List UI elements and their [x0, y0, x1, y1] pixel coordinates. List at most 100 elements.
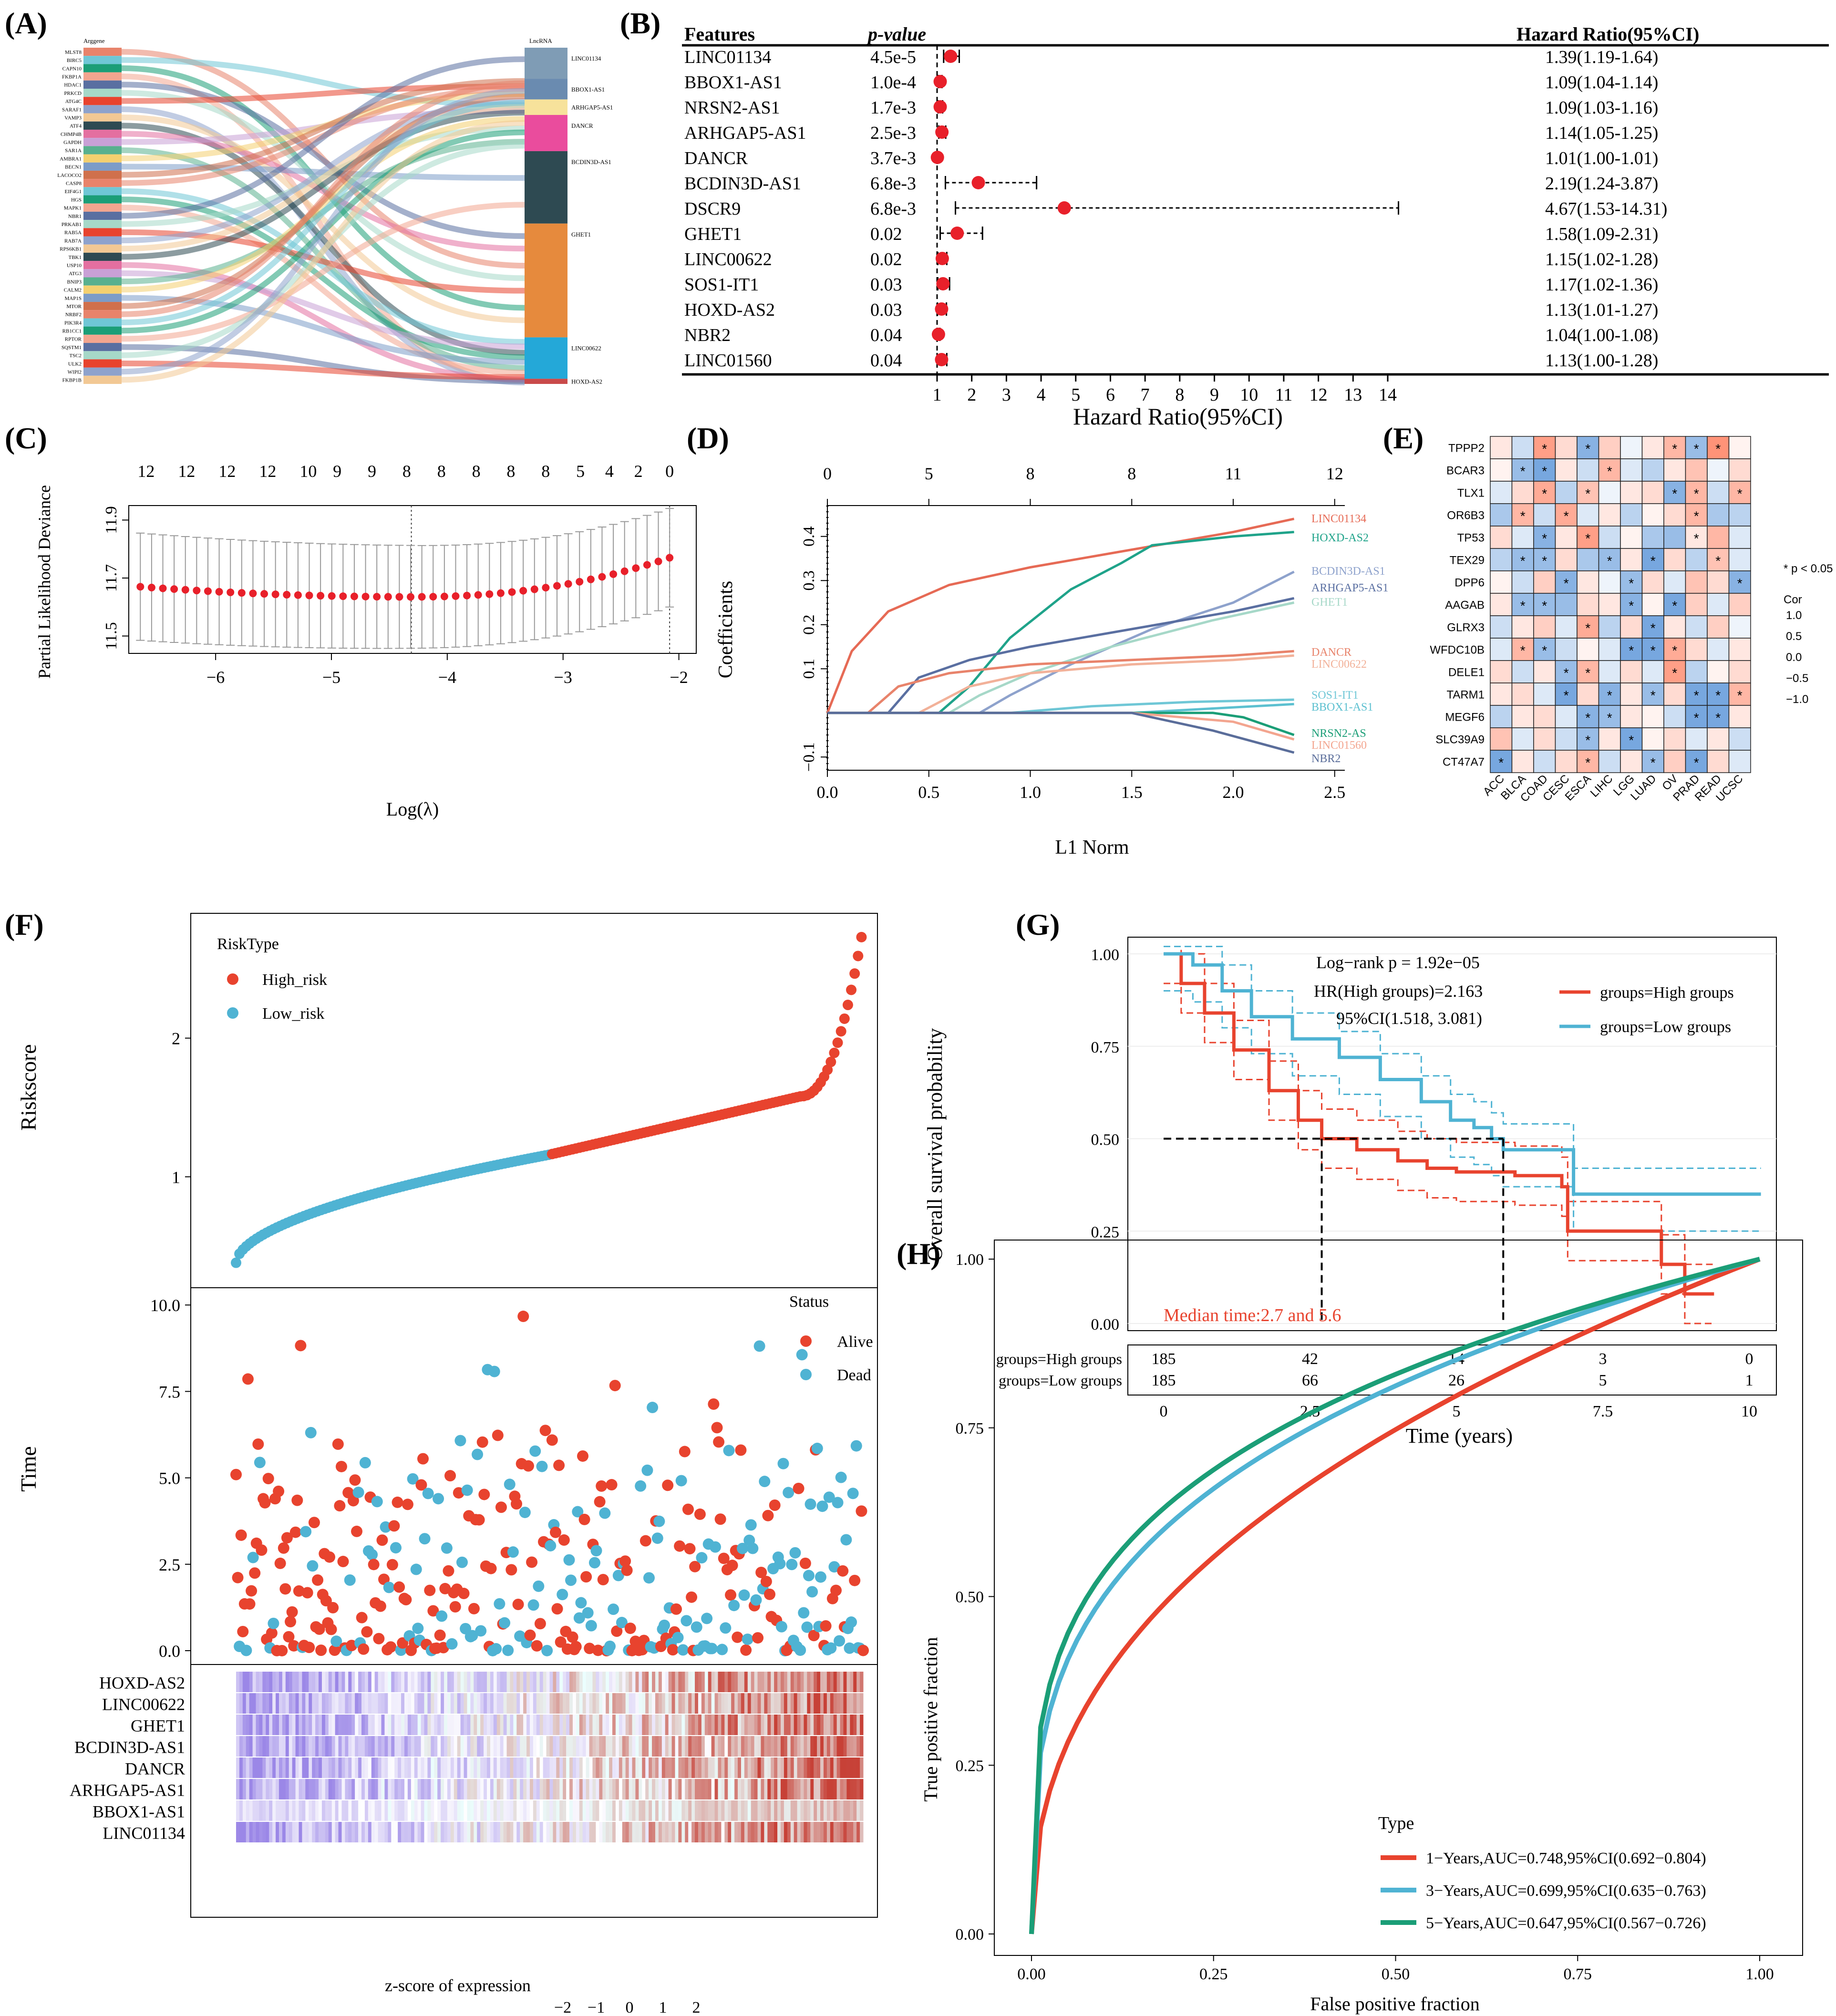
expr-heatmap-cell: [807, 1736, 811, 1757]
sankey-left-node: [83, 146, 122, 155]
expr-heatmap-cell: [520, 1822, 524, 1842]
expr-heatmap-cell: [259, 1672, 263, 1692]
heatmap-cell: [1511, 615, 1534, 639]
expr-heatmap-cell: [615, 1800, 619, 1821]
time-point: [373, 1633, 385, 1644]
time-point: [533, 1580, 545, 1592]
sankey-left-node: [83, 48, 122, 56]
time-point: [473, 1514, 485, 1526]
heatmap-cell: [1685, 682, 1708, 706]
expr-heatmap-gene-label: DANCR: [125, 1759, 185, 1778]
expr-heatmap-cell: [609, 1672, 613, 1692]
expr-heatmap-cell: [490, 1736, 494, 1757]
time-point: [847, 1488, 859, 1499]
expr-heatmap-cell: [856, 1822, 860, 1842]
expr-heatmap-cell: [566, 1693, 570, 1714]
expr-heatmap-cell: [328, 1672, 332, 1692]
expr-heatmap-cell: [658, 1736, 662, 1757]
sankey-left-node: [83, 343, 122, 352]
expr-heatmap-cell: [249, 1779, 253, 1799]
expr-heatmap-cell: [738, 1672, 742, 1692]
expr-heatmap-cell: [285, 1736, 289, 1757]
expr-heatmap-cell: [388, 1822, 392, 1842]
time-point: [545, 1540, 557, 1551]
expr-heatmap-cell: [299, 1672, 302, 1692]
expr-heatmap-cell: [256, 1779, 259, 1799]
expr-heatmap-cell: [520, 1715, 524, 1735]
expr-heatmap-cell: [345, 1822, 349, 1842]
expr-heatmap-cell: [437, 1822, 441, 1842]
expr-heatmap-cell: [269, 1800, 273, 1821]
expr-heatmap-cell: [718, 1715, 722, 1735]
time-point: [834, 1635, 846, 1647]
expr-heatmap-cell: [285, 1715, 289, 1735]
expr-heatmap-cell: [496, 1693, 501, 1714]
expr-heatmap-cell: [639, 1736, 642, 1757]
expr-heatmap-cell: [516, 1715, 520, 1735]
expr-heatmap-cell: [484, 1822, 487, 1842]
expr-heatmap-cell: [384, 1779, 388, 1799]
lasso-cv-point: [598, 573, 606, 581]
expr-heatmap-cell: [612, 1822, 616, 1842]
sankey-left-label: MAP1S: [65, 296, 82, 301]
time-point: [256, 1544, 268, 1556]
heatmap-cell: [1707, 503, 1730, 527]
sankey-right-node: [525, 115, 567, 151]
time-point: [230, 1468, 242, 1480]
forest-header-features: Features: [684, 23, 755, 45]
expr-heatmap-cell: [477, 1672, 481, 1692]
expr-heatmap-cell: [596, 1693, 599, 1714]
expr-heatmap-cell: [728, 1736, 732, 1757]
forest-pvalue: 0.02: [870, 224, 902, 244]
expr-heatmap-cell: [407, 1822, 412, 1842]
expr-heatmap-cell: [661, 1693, 666, 1714]
expr-heatmap-cell: [441, 1715, 444, 1735]
expr-heatmap-cell: [526, 1693, 530, 1714]
expr-heatmap-cell: [566, 1736, 570, 1757]
expr-heatmap-cell: [728, 1800, 732, 1821]
expr-heatmap-cell: [698, 1736, 702, 1757]
expr-heatmap-cell: [850, 1715, 854, 1735]
time-point: [799, 1557, 811, 1569]
expr-heatmap-cell: [830, 1672, 834, 1692]
expr-heatmap-cell: [853, 1736, 857, 1757]
heatmap-cell: [1663, 682, 1686, 706]
expr-heatmap-cell: [599, 1715, 603, 1735]
forest-pvalue: 0.03: [870, 275, 902, 295]
expr-heatmap-cell: [546, 1736, 550, 1757]
expr-heatmap-cell: [599, 1672, 603, 1692]
time-point: [475, 1625, 487, 1637]
forest-xlabel: Hazard Ratio(95%CI): [1073, 403, 1283, 430]
time-point: [641, 1464, 653, 1476]
heatmap-cell: [1555, 682, 1578, 706]
time-point: [237, 1625, 249, 1637]
sankey-right-label: LINC01134: [571, 55, 601, 62]
expr-heatmap-cell: [539, 1779, 544, 1799]
expr-heatmap-cell: [691, 1800, 695, 1821]
expr-heatmap-cell: [701, 1758, 705, 1778]
sankey-left-label: CHMP4B: [61, 132, 82, 137]
expr-heatmap-cell: [404, 1736, 408, 1757]
time-point: [805, 1498, 816, 1510]
lasso-cv-point: [632, 564, 640, 572]
expr-heatmap-cell: [474, 1693, 477, 1714]
sankey-left-node: [83, 302, 122, 310]
expr-heatmap-cell: [388, 1672, 392, 1692]
time-point: [675, 1475, 687, 1487]
expr-heatmap-cell: [655, 1779, 659, 1799]
expr-heatmap-cell: [830, 1693, 834, 1714]
expr-heatmap-cell: [460, 1822, 464, 1842]
expr-heatmap-cell: [856, 1693, 860, 1714]
expr-heatmap-cell: [576, 1736, 580, 1757]
expr-heatmap-cell: [688, 1779, 692, 1799]
expr-heatmap-cell: [272, 1693, 276, 1714]
forest-x-tick-label: 9: [1210, 385, 1219, 405]
time-point: [572, 1506, 584, 1518]
expr-heatmap-cell: [553, 1693, 557, 1714]
time-point: [742, 1633, 753, 1645]
heatmap-cell: [1728, 503, 1751, 527]
expr-heatmap-cell: [814, 1736, 817, 1757]
lasso-path-series: [827, 650, 1294, 714]
expr-heatmap-cell: [833, 1779, 837, 1799]
expr-heatmap-cell: [685, 1800, 689, 1821]
